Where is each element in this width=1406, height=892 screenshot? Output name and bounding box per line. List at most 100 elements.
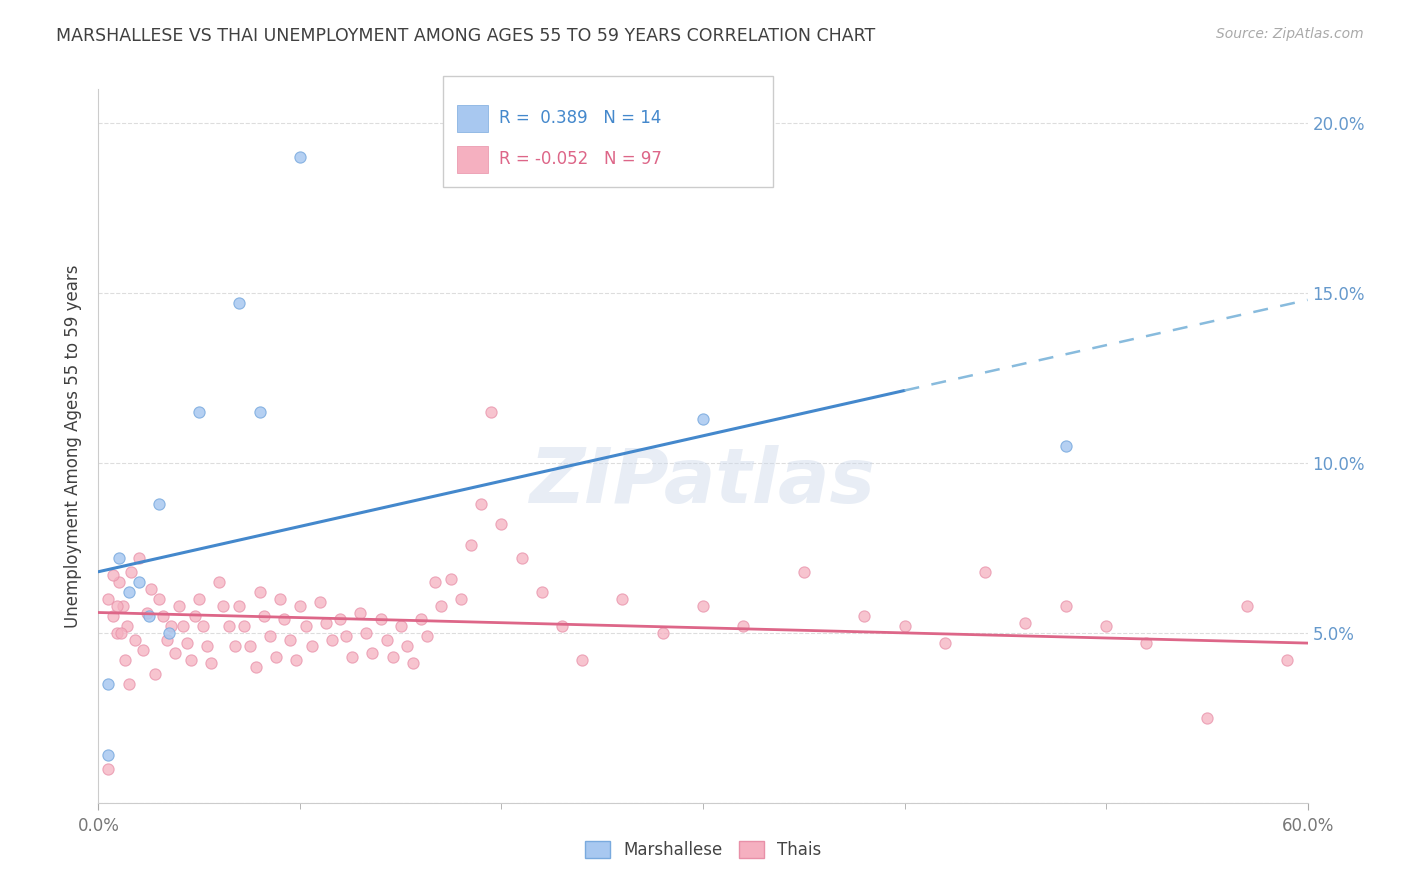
Point [120,565,142,579]
Point [460,537,482,551]
Point [551,619,574,633]
Point [139,582,162,596]
Text: ZIPatlas: ZIPatlas [530,445,876,518]
Text: R = -0.052   N = 97: R = -0.052 N = 97 [499,151,662,169]
Point [200,657,222,671]
Point [208,574,231,589]
Point [295,619,318,633]
Point [212,599,235,613]
Point [218,619,240,633]
Point [180,653,202,667]
Text: MARSHALLESE VS THAI UNEMPLOYMENT AMONG AGES 55 TO 59 YEARS CORRELATION CHART: MARSHALLESE VS THAI UNEMPLOYMENT AMONG A… [56,27,876,45]
Y-axis label: Unemployment Among Ages 55 to 59 years: Unemployment Among Ages 55 to 59 years [65,264,83,628]
Point [315,615,337,630]
Point [97,762,120,776]
Point [934,636,956,650]
Point [101,568,124,582]
Point [163,646,186,660]
Point [259,629,281,643]
Point [138,608,160,623]
Point [101,608,124,623]
Point [188,405,211,419]
Point [148,591,170,606]
Point [416,629,439,643]
Point [491,517,513,532]
Point [1054,439,1077,453]
Point [335,629,357,643]
Point [329,612,352,626]
Point [402,657,425,671]
Point [1095,619,1118,633]
Point [273,612,295,626]
Point [97,748,120,763]
Point [1054,599,1077,613]
Point [188,591,211,606]
Point [143,666,166,681]
Point [530,585,553,599]
Text: R =  0.389   N = 14: R = 0.389 N = 14 [499,109,661,128]
Point [111,599,134,613]
Point [1277,653,1299,667]
Point [389,619,412,633]
Point [156,632,179,647]
Point [228,599,250,613]
Point [157,626,180,640]
Point [612,591,634,606]
Point [450,591,472,606]
Point [249,585,271,599]
Point [1195,711,1218,725]
Point [974,565,997,579]
Point [118,585,141,599]
Point [135,606,157,620]
Point [105,599,128,613]
Point [160,619,183,633]
Point [440,572,463,586]
Point [284,653,307,667]
Point [1135,636,1157,650]
Point [510,551,533,566]
Point [184,608,207,623]
Point [172,619,194,633]
Point [152,608,174,623]
Point [195,640,218,654]
Point [97,591,120,606]
Point [651,626,673,640]
Point [124,632,146,647]
Point [107,574,129,589]
Point [148,497,170,511]
Point [481,405,503,419]
Point [375,632,398,647]
Point [1014,615,1036,630]
Point [301,640,323,654]
Point [356,626,378,640]
Point [370,612,392,626]
Point [118,677,141,691]
Text: Source: ZipAtlas.com: Source: ZipAtlas.com [1216,27,1364,41]
Point [167,599,190,613]
Point [288,599,311,613]
Point [128,574,150,589]
Point [239,640,262,654]
Point [361,646,384,660]
Point [132,643,155,657]
Point [309,595,332,609]
Point [793,565,815,579]
Point [278,632,301,647]
Point [264,649,287,664]
Point [105,626,128,640]
Point [232,619,254,633]
Point [115,619,138,633]
Point [288,150,311,164]
Point [571,653,593,667]
Point [228,296,250,310]
Point [893,619,915,633]
Point [176,636,198,650]
Point [692,599,714,613]
Point [853,608,876,623]
Point [349,606,371,620]
Point [110,626,132,640]
Legend: Marshallese, Thais: Marshallese, Thais [578,834,828,866]
Point [733,619,755,633]
Point [128,551,150,566]
Point [381,649,404,664]
